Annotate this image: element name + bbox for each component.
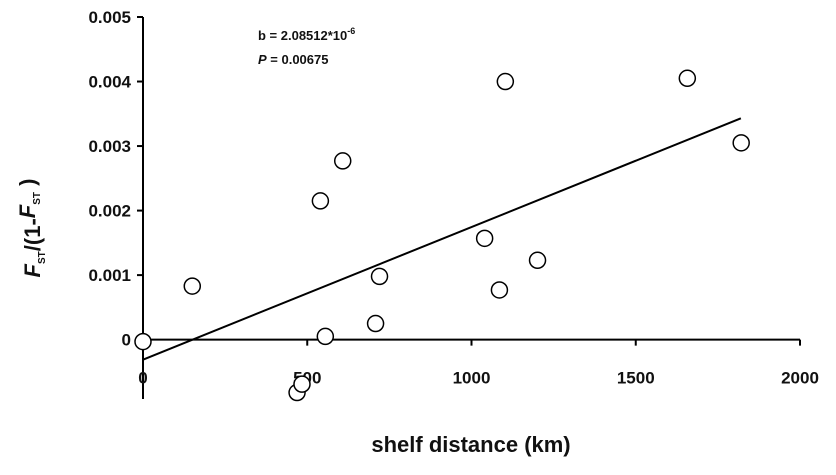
y-tick-label: 0 xyxy=(122,331,131,350)
y-title-part: ) xyxy=(15,179,40,192)
annotation: P = 0.00675 xyxy=(258,52,328,67)
point xyxy=(311,192,330,210)
point xyxy=(678,69,697,88)
point xyxy=(333,152,352,170)
point xyxy=(134,332,152,351)
y-tick-label: 0.005 xyxy=(88,8,131,27)
y-tick-label: 0.002 xyxy=(88,202,131,221)
annotation-text: b = 2.08512*10 xyxy=(258,28,347,43)
point xyxy=(293,375,311,393)
y-tick-label: 0.001 xyxy=(88,266,131,285)
annotation-superscript: -6 xyxy=(347,26,355,36)
x-tick-label: 1500 xyxy=(617,369,655,388)
y-title-subscript: ST xyxy=(32,192,43,205)
x-tick-label: 1000 xyxy=(453,369,491,388)
y-title-part: F xyxy=(20,263,45,277)
annotation: b = 2.08512*10-6 xyxy=(258,26,355,43)
point xyxy=(183,277,202,295)
x-axis-title: shelf distance (km) xyxy=(371,432,570,457)
point xyxy=(366,314,385,333)
y-tick-label: 0.004 xyxy=(88,73,131,92)
point xyxy=(496,72,515,91)
y-axis-title: FST/(1-FST ) xyxy=(15,179,48,278)
annotation-text: = 0.00675 xyxy=(267,52,329,67)
y-title-part: /(1- xyxy=(20,218,45,251)
y-title-subscript: ST xyxy=(37,251,48,264)
point xyxy=(732,134,750,152)
point xyxy=(475,229,494,248)
point xyxy=(528,251,547,270)
point xyxy=(490,281,509,299)
y-tick-label: 0.003 xyxy=(88,137,131,156)
y-title-part: F xyxy=(15,204,40,218)
point xyxy=(370,267,389,286)
annotation-italic: P xyxy=(258,52,267,67)
x-tick-label: 0 xyxy=(138,369,147,388)
x-tick-label: 2000 xyxy=(781,369,819,388)
regression-line xyxy=(142,117,742,361)
point xyxy=(316,327,335,346)
